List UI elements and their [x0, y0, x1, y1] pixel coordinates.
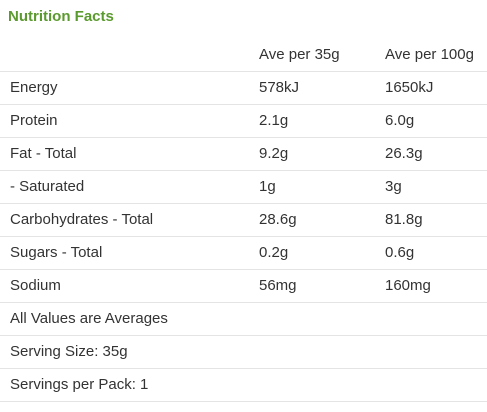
per-100g-value: 6.0g	[385, 112, 415, 129]
table-row: Energy 578kJ 1650kJ	[0, 72, 487, 105]
nutrient-label: Fat - Total	[10, 145, 77, 162]
column-header-per-100g: Ave per 100g	[385, 46, 474, 63]
nutrient-label: Sodium	[10, 277, 61, 294]
note-row: Servings per Pack: 1	[0, 369, 487, 402]
serving-size-note: Serving Size: 35g	[10, 343, 128, 360]
per-serving-value: 9.2g	[259, 145, 289, 162]
servings-per-pack-note: Servings per Pack: 1	[10, 376, 149, 393]
per-100g-value: 160mg	[385, 277, 431, 294]
nutrient-label: Protein	[10, 112, 58, 129]
nutrient-label: Energy	[10, 79, 58, 96]
per-100g-value: 3g	[385, 178, 402, 195]
page-title: Nutrition Facts	[8, 8, 114, 25]
per-serving-value: 578kJ	[259, 79, 300, 96]
nutrient-label: Carbohydrates - Total	[10, 211, 154, 228]
nutrition-table: Ave per 35g Ave per 100g Energy 578kJ 16…	[0, 38, 487, 402]
nutrient-label: - Saturated	[10, 178, 85, 195]
table-row: Sugars - Total 0.2g 0.6g	[0, 237, 487, 270]
note-row: All Values are Averages	[0, 303, 487, 336]
averages-note: All Values are Averages	[10, 310, 168, 327]
per-serving-value: 1g	[259, 178, 276, 195]
per-serving-value: 56mg	[259, 277, 297, 294]
note-row: Serving Size: 35g	[0, 336, 487, 369]
per-100g-value: 26.3g	[385, 145, 423, 162]
table-header-row: Ave per 35g Ave per 100g	[0, 38, 487, 72]
column-header-per-serving: Ave per 35g	[259, 46, 340, 63]
table-row: Carbohydrates - Total 28.6g 81.8g	[0, 204, 487, 237]
table-row: Sodium 56mg 160mg	[0, 270, 487, 303]
nutrient-label: Sugars - Total	[10, 244, 103, 261]
per-100g-value: 81.8g	[385, 211, 423, 228]
per-serving-value: 28.6g	[259, 211, 297, 228]
table-row: Protein 2.1g 6.0g	[0, 105, 487, 138]
per-100g-value: 1650kJ	[385, 79, 434, 96]
table-row: - Saturated 1g 3g	[0, 171, 487, 204]
per-100g-value: 0.6g	[385, 244, 415, 261]
per-serving-value: 2.1g	[259, 112, 289, 129]
per-serving-value: 0.2g	[259, 244, 289, 261]
table-row: Fat - Total 9.2g 26.3g	[0, 138, 487, 171]
